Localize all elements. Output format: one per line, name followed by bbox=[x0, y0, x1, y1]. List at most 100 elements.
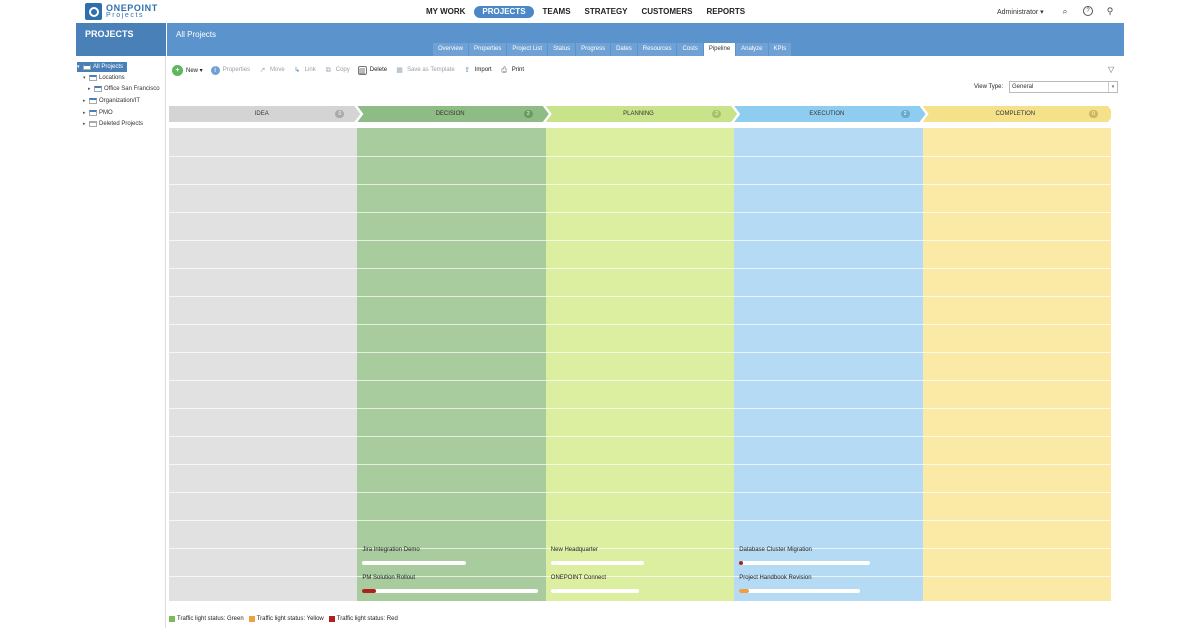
project-name[interactable]: Database Cluster Migration bbox=[739, 547, 812, 553]
tab-resources[interactable]: Resources bbox=[637, 43, 677, 56]
tab-costs[interactable]: Costs bbox=[677, 43, 703, 56]
nav-my-work[interactable]: MY WORK bbox=[426, 7, 466, 16]
expand-icon[interactable]: ▾ bbox=[77, 64, 80, 70]
tree-item-pmo[interactable]: ▸ PMO bbox=[83, 110, 113, 116]
tree-item-locations[interactable]: ▾ Locations bbox=[83, 75, 125, 81]
progress-bar bbox=[739, 589, 861, 593]
help-icon[interactable]: ? bbox=[1083, 6, 1093, 16]
project-name[interactable]: PM Solution Rollout bbox=[362, 575, 416, 581]
tab-analyze[interactable]: Analyze bbox=[736, 43, 768, 56]
copy-button[interactable]: ⧉ Copy bbox=[325, 66, 350, 74]
nav-customers[interactable]: CUSTOMERS bbox=[641, 7, 693, 16]
project-card[interactable]: ONEPOINT Connect bbox=[546, 573, 734, 600]
legend-item-green: Traffic light status: Green bbox=[169, 616, 244, 622]
row-divider bbox=[169, 267, 1111, 269]
import-icon: ⇧ bbox=[464, 66, 471, 74]
row-divider bbox=[169, 547, 1111, 549]
row-divider bbox=[169, 575, 1111, 577]
tab-dates[interactable]: Dates bbox=[611, 43, 637, 56]
folder-icon bbox=[89, 98, 97, 104]
tree-item-deleted-projects[interactable]: ▸ Deleted Projects bbox=[83, 121, 144, 127]
print-button[interactable]: ⎙ Print bbox=[501, 66, 525, 74]
project-card[interactable]: PM Solution Rollout bbox=[357, 573, 545, 600]
view-type-value: General bbox=[1012, 84, 1034, 90]
project-name[interactable]: New Headquarter bbox=[550, 547, 598, 553]
legend-swatch-green bbox=[169, 616, 175, 622]
project-name[interactable]: ONEPOINT Connect bbox=[550, 575, 607, 581]
project-tree: ▾ All Projects ▾ Locations ▸ Office San Fra… bbox=[76, 56, 166, 628]
search-icon[interactable]: ⌕ bbox=[1062, 6, 1068, 16]
import-button[interactable]: ⇧ Import bbox=[464, 66, 492, 74]
row-divider bbox=[169, 351, 1111, 353]
stage-column-completion bbox=[922, 128, 1111, 601]
progress-fill bbox=[739, 561, 744, 565]
stage-count-badge: 2 bbox=[523, 110, 533, 118]
project-card[interactable]: New Headquarter bbox=[546, 545, 734, 572]
stage-header-completion: COMPLETION 0 bbox=[923, 106, 1108, 122]
expand-icon[interactable]: ▸ bbox=[88, 86, 91, 92]
tree-item-all-projects[interactable]: ▾ All Projects bbox=[77, 62, 128, 72]
logo[interactable]: ONEPOINT Projects bbox=[85, 2, 158, 21]
row-divider bbox=[169, 323, 1111, 325]
folder-icon bbox=[94, 86, 102, 92]
project-card[interactable]: Project Handbook Revision bbox=[734, 573, 922, 600]
stage-column-planning bbox=[545, 128, 735, 601]
pipeline-stages: IDEA 0 DECISION 2 PLANNING 2 EXECUTION 2 COMPLET… bbox=[169, 106, 1111, 122]
stage-count-badge: 0 bbox=[1088, 110, 1098, 118]
stage-column-execution bbox=[734, 128, 923, 601]
project-card[interactable]: Database Cluster Migration bbox=[734, 545, 922, 572]
nav-projects[interactable]: PROJECTS bbox=[474, 6, 534, 18]
row-divider bbox=[169, 239, 1111, 241]
stage-column-decision bbox=[357, 128, 546, 601]
tab-overview[interactable]: Overview bbox=[433, 43, 469, 56]
user-menu[interactable]: Administrator ▾ bbox=[997, 9, 1044, 16]
project-name[interactable]: Jira Integration Demo bbox=[362, 547, 420, 553]
stage-count-badge: 2 bbox=[712, 110, 722, 118]
progress-bar bbox=[550, 561, 644, 565]
tab-properties[interactable]: Properties bbox=[469, 43, 507, 56]
row-divider bbox=[169, 463, 1111, 465]
expand-icon[interactable]: ▸ bbox=[83, 110, 86, 116]
stage-arrow-execution bbox=[734, 106, 926, 122]
project-name[interactable]: Project Handbook Revision bbox=[739, 575, 812, 581]
chevron-down-icon[interactable]: ▾ bbox=[1108, 82, 1117, 92]
legend-item-yellow: Traffic light status: Yellow bbox=[248, 616, 324, 622]
filter-icon[interactable]: ▽ bbox=[1108, 65, 1115, 74]
nav-reports[interactable]: REPORTS bbox=[706, 7, 746, 16]
printer-icon: ⎙ bbox=[501, 66, 507, 74]
row-divider bbox=[169, 491, 1111, 493]
stage-header-decision: DECISION 2 bbox=[357, 106, 542, 122]
row-divider bbox=[169, 155, 1111, 157]
tab-pipeline[interactable]: Pipeline bbox=[703, 43, 736, 56]
properties-button[interactable]: i Properties bbox=[210, 65, 250, 75]
link-button[interactable]: ↳ Link bbox=[294, 66, 316, 74]
view-type-select[interactable]: General ▾ bbox=[1009, 81, 1118, 93]
move-button[interactable]: ↗ Move bbox=[259, 66, 285, 74]
stage-count-badge: 2 bbox=[900, 110, 910, 118]
new-button[interactable]: + New ▾ bbox=[172, 64, 203, 76]
project-card[interactable]: Jira Integration Demo bbox=[357, 545, 545, 572]
tree-item-organization-it[interactable]: ▸ Organization/IT bbox=[83, 98, 141, 104]
toolbar: + New ▾ i Properties ↗ Move ↳ Link ⧉ Copy ▥ De… bbox=[172, 64, 532, 76]
tab-progress[interactable]: Progress bbox=[576, 43, 611, 56]
tree-item-office-san-francisco[interactable]: ▸ Office San Francisco bbox=[88, 86, 160, 92]
nav-strategy[interactable]: STRATEGY bbox=[584, 7, 628, 16]
save-as-template-button[interactable]: ▦ Save as Template bbox=[396, 66, 455, 74]
progress-fill bbox=[362, 589, 377, 593]
plus-icon: + bbox=[172, 64, 183, 76]
expand-icon[interactable]: ▸ bbox=[83, 121, 86, 127]
row-divider bbox=[169, 519, 1111, 521]
tab-kpis[interactable]: KPIs bbox=[768, 43, 792, 56]
link-icon: ↳ bbox=[294, 66, 301, 74]
stage-header-idea: IDEA 0 bbox=[169, 106, 354, 122]
expand-icon[interactable]: ▸ bbox=[83, 98, 86, 104]
delete-button[interactable]: ▥ Delete bbox=[357, 65, 388, 75]
template-icon: ▦ bbox=[396, 66, 403, 74]
expand-icon[interactable]: ▾ bbox=[83, 75, 86, 81]
zoom-search-icon[interactable]: ⚲ bbox=[1106, 6, 1114, 16]
info-icon: i bbox=[210, 65, 220, 75]
legend-swatch-red bbox=[328, 616, 335, 622]
nav-teams[interactable]: TEAMS bbox=[542, 7, 571, 16]
tab-status[interactable]: Status bbox=[548, 43, 576, 56]
tab-project-list[interactable]: Project List bbox=[507, 43, 548, 56]
